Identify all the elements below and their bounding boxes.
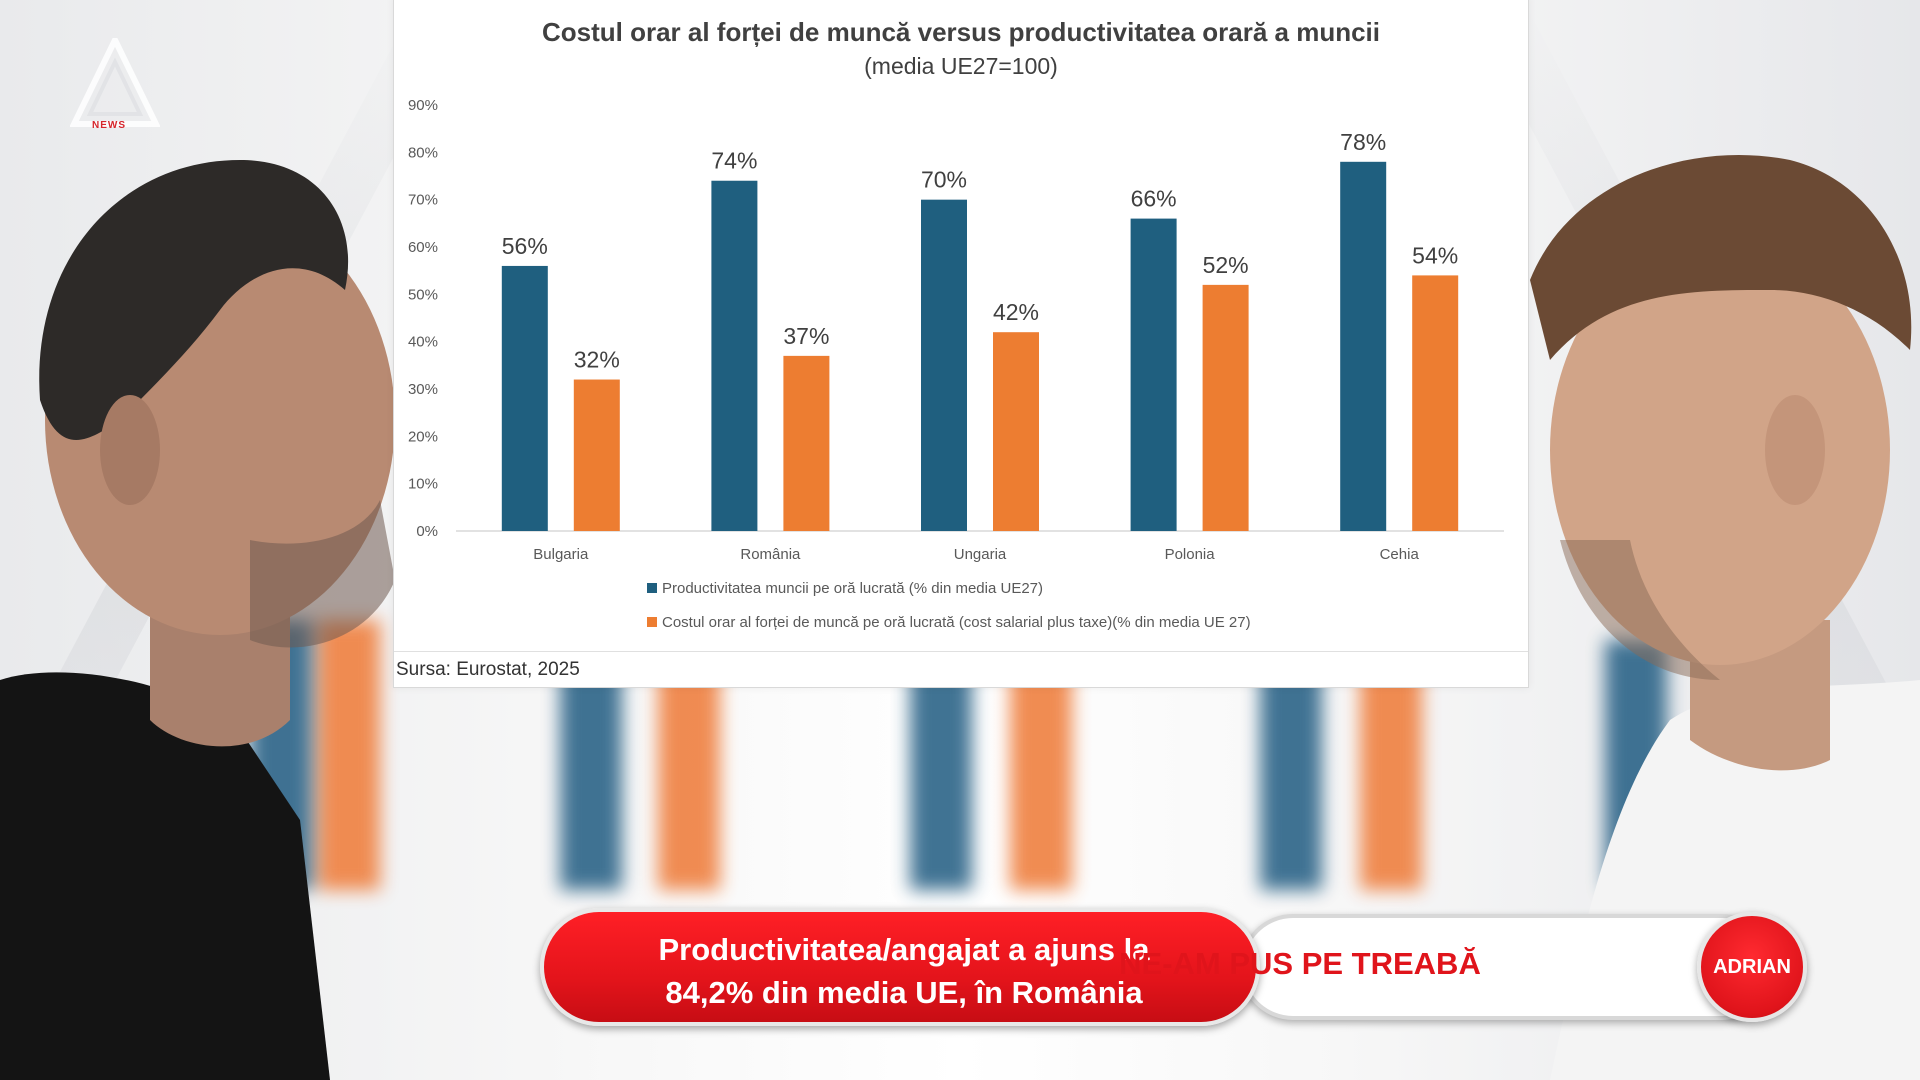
y-tick-label: 90% (408, 97, 438, 114)
presenter-right-hair (1530, 155, 1912, 360)
presenter-right (1530, 155, 1920, 1080)
show-name-text: NE-AM PUS PE TREABĂ (1119, 946, 1481, 981)
bar (1412, 275, 1459, 531)
legend-label: Productivitatea muncii pe oră lucrată (%… (662, 580, 1043, 597)
bar (993, 332, 1039, 531)
presenter-left-hair (39, 160, 349, 440)
x-tick-label: Bulgaria (533, 546, 589, 563)
bar (1130, 218, 1177, 531)
bar (573, 379, 620, 531)
bar (1340, 161, 1387, 532)
y-tick-label: 80% (408, 144, 438, 161)
y-tick-label: 30% (408, 381, 438, 398)
host-badge: ADRIAN (1697, 912, 1807, 1022)
bar (921, 199, 967, 531)
logo-triangle-icon (69, 33, 161, 127)
bg-bar (318, 620, 380, 890)
x-tick-label: Cehia (1380, 546, 1420, 563)
panel-divider (394, 651, 1528, 652)
headline-text: Productivitatea/angajat a ajuns la 84,2%… (604, 928, 1204, 1014)
headline-pill: Productivitatea/angajat a ajuns la 84,2%… (540, 908, 1260, 1026)
x-tick-label: România (740, 546, 801, 563)
y-tick-label: 40% (408, 334, 438, 351)
bar (1202, 284, 1249, 531)
bar-data-label: 70% (921, 167, 967, 193)
bar-data-label: 66% (1131, 186, 1177, 212)
legend-swatch (647, 583, 657, 593)
chart-subtitle: (media UE27=100) (864, 53, 1058, 79)
legend-label: Costul orar al forței de muncă pe oră lu… (662, 614, 1251, 631)
lower-third: Productivitatea/angajat a ajuns la 84,2%… (540, 908, 1820, 1028)
legend-swatch (647, 617, 657, 627)
bar-data-label: 74% (711, 148, 757, 174)
y-tick-label: 10% (408, 476, 438, 493)
bar-data-label: 52% (1203, 252, 1249, 278)
presenter-right-face (1550, 235, 1890, 665)
bar-data-label: 42% (993, 299, 1039, 325)
y-tick-label: 20% (408, 428, 438, 445)
y-tick-label: 60% (408, 239, 438, 256)
y-tick-label: 0% (416, 523, 438, 540)
logo-text: NEWS (92, 120, 126, 131)
y-tick-label: 70% (408, 192, 438, 209)
bar-data-label: 37% (783, 323, 829, 349)
headline-line-2: 84,2% din media UE, în România (665, 975, 1143, 1010)
bar-data-label: 54% (1412, 242, 1458, 268)
show-name-pill (1240, 914, 1775, 1020)
bar (501, 265, 548, 531)
presenter-left-ear (100, 395, 160, 505)
presenter-left (0, 160, 395, 1080)
bar-data-label: 56% (502, 233, 548, 259)
bar (711, 180, 758, 531)
y-tick-label: 50% (408, 286, 438, 303)
presenter-right-beard (1560, 540, 1720, 680)
chart-source: Sursa: Eurostat, 2025 (394, 659, 582, 681)
presenter-left-shirt (0, 672, 330, 1080)
presenter-right-ear (1765, 395, 1825, 505)
bar-chart: 0% 10% 20% 30% 40% 50% 60% 70% 80% 90% 56% 32% Bulga… (408, 97, 1504, 631)
x-tick-label: Polonia (1165, 546, 1216, 563)
chart-title: Costul orar al forței de muncă versus pr… (541, 17, 1381, 47)
channel-logo (69, 33, 161, 133)
x-tick-label: Ungaria (954, 546, 1007, 563)
presenter-left-beard (250, 500, 395, 648)
headline-line-1: Productivitatea/angajat a ajuns la (658, 932, 1150, 967)
bar-data-label: 78% (1340, 129, 1386, 155)
bar-data-label: 32% (574, 347, 620, 373)
bar (783, 355, 830, 531)
chart-panel: Costul orar al forței de muncă versus pr… (393, 0, 1529, 688)
host-name: ADRIAN (1713, 956, 1791, 978)
